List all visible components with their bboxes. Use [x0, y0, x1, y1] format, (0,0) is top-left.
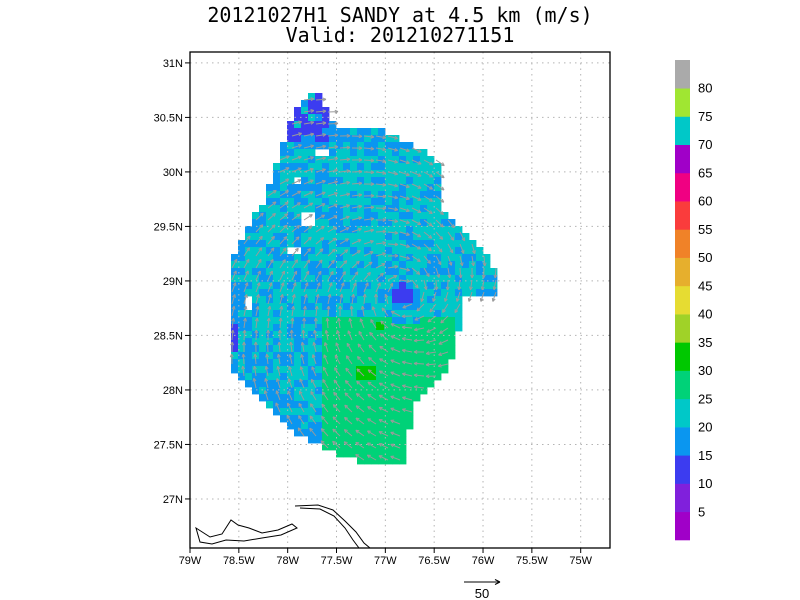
- colorbar-label: 35: [698, 335, 712, 350]
- colorbar-swatch: [675, 427, 690, 456]
- colorbar-label: 75: [698, 109, 712, 124]
- colorbar-swatch: [675, 172, 690, 202]
- colorbar-swatch: [675, 370, 690, 400]
- colorbar-swatch: [675, 229, 690, 258]
- reference-vector: 50: [464, 579, 501, 600]
- lat-tick-label: 29.5N: [154, 221, 183, 233]
- colorbar-swatch: [675, 201, 690, 230]
- colorbar-swatch: [675, 483, 690, 513]
- lat-lon-grid: [189, 52, 610, 548]
- wind-vectors: [229, 97, 498, 461]
- lat-tick-label: 30N: [163, 167, 183, 179]
- lon-tick-label: 77W: [374, 555, 397, 567]
- coastline: [195, 504, 371, 548]
- colorbar-swatch: [675, 144, 690, 174]
- lat-tick-label: 29N: [163, 276, 183, 288]
- colorbar-label: 50: [698, 250, 712, 265]
- lon-tick-label: 79W: [179, 555, 202, 567]
- longitude-axis: 79W 78.5W 78W 77.5W 77W 76.5W 76W 75.5W 75W: [179, 548, 593, 567]
- lon-tick-label: 76W: [472, 555, 495, 567]
- latitude-axis: 27N 27.5N 28N 28.5N 29N 29.5N 30N 30.5N 31N: [154, 58, 190, 506]
- colorbar-label: 5: [698, 504, 705, 519]
- colorbar-label: 25: [698, 391, 712, 406]
- colorbar-swatch: [675, 342, 690, 371]
- lat-tick-label: 27N: [163, 494, 183, 506]
- colorbar-label: 10: [698, 476, 712, 491]
- colorbar-label: 20: [698, 420, 712, 435]
- colorbar-label: 80: [698, 81, 712, 96]
- lon-tick-label: 78W: [276, 555, 299, 567]
- colorbar-label: 65: [698, 165, 712, 180]
- colorbar-swatch: [675, 116, 690, 146]
- lon-tick-label: 76.5W: [418, 555, 450, 567]
- lat-tick-label: 28N: [163, 385, 183, 397]
- colorbar-label: 15: [698, 448, 712, 463]
- chart-title: 20121027H1 SANDY at 4.5 km (m/s): [207, 3, 593, 27]
- lon-tick-label: 78.5W: [223, 555, 255, 567]
- colorbar-swatch: [675, 511, 690, 541]
- colorbar-swatch: [675, 88, 690, 117]
- colorbar-label: 40: [698, 307, 712, 322]
- lat-tick-label: 30.5N: [154, 112, 183, 124]
- colorbar-label: 70: [698, 137, 712, 152]
- valid-time-subtitle: Valid: 201210271151: [285, 23, 515, 47]
- reference-arrow-head: [494, 579, 501, 585]
- lat-tick-label: 31N: [163, 58, 183, 70]
- colorbar-label: 60: [698, 194, 712, 209]
- reference-vector-label: 50: [475, 586, 489, 600]
- lon-tick-label: 75.5W: [516, 555, 548, 567]
- colorbar-label: 30: [698, 363, 712, 378]
- colorbar-swatch: [675, 257, 690, 287]
- lon-tick-label: 77.5W: [321, 555, 353, 567]
- lon-tick-label: 75W: [569, 555, 592, 567]
- colorbar-swatch: [675, 285, 690, 315]
- colorbar-swatch: [675, 314, 690, 343]
- colorbar-swatch: [675, 398, 690, 428]
- colorbar-label: 55: [698, 222, 712, 237]
- wind-speed-field: [231, 93, 498, 465]
- colorbar-swatch: [675, 455, 690, 484]
- colorbar-swatch: [675, 60, 690, 89]
- lat-tick-label: 27.5N: [154, 439, 183, 451]
- lat-tick-label: 28.5N: [154, 330, 183, 342]
- plot-frame: [189, 51, 611, 549]
- colorbar-label: 45: [698, 278, 712, 293]
- colorbar: 5 10 15 20 25 30 35 40 45 50 55 60 65 70 75 80: [675, 60, 712, 541]
